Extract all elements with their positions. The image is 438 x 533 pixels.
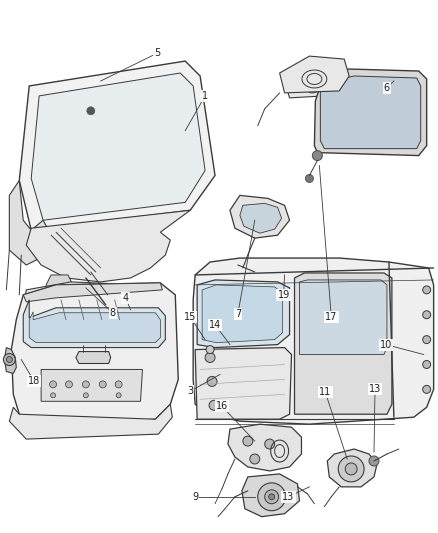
Circle shape <box>235 287 245 297</box>
Circle shape <box>305 174 314 182</box>
Circle shape <box>423 385 431 393</box>
Text: 8: 8 <box>110 308 116 318</box>
Polygon shape <box>300 280 387 354</box>
Polygon shape <box>195 348 292 419</box>
Text: 17: 17 <box>325 312 337 322</box>
Circle shape <box>205 352 215 362</box>
Circle shape <box>105 298 113 306</box>
Circle shape <box>4 353 15 366</box>
Text: 13: 13 <box>283 492 295 502</box>
Polygon shape <box>230 196 290 238</box>
Text: 7: 7 <box>235 309 241 319</box>
Circle shape <box>99 381 106 388</box>
Text: 6: 6 <box>384 83 390 93</box>
Text: 10: 10 <box>380 340 392 350</box>
Polygon shape <box>76 352 111 364</box>
Polygon shape <box>218 265 255 298</box>
Circle shape <box>206 345 214 353</box>
Circle shape <box>338 456 364 482</box>
Circle shape <box>312 151 322 160</box>
Polygon shape <box>26 211 190 282</box>
Circle shape <box>7 357 12 362</box>
Polygon shape <box>327 449 377 487</box>
Circle shape <box>207 376 217 386</box>
Polygon shape <box>285 66 334 98</box>
Circle shape <box>250 454 260 464</box>
Circle shape <box>345 463 357 475</box>
Polygon shape <box>4 348 16 374</box>
Circle shape <box>115 381 122 388</box>
Text: 18: 18 <box>28 376 40 386</box>
Polygon shape <box>320 76 421 149</box>
Circle shape <box>230 273 240 283</box>
Text: 16: 16 <box>216 401 228 411</box>
Polygon shape <box>242 474 300 516</box>
Circle shape <box>423 311 431 319</box>
Circle shape <box>65 381 72 388</box>
Circle shape <box>82 381 89 388</box>
Polygon shape <box>9 404 172 439</box>
Circle shape <box>423 336 431 344</box>
Circle shape <box>87 107 95 115</box>
Circle shape <box>209 400 219 410</box>
Text: 9: 9 <box>192 492 198 502</box>
Polygon shape <box>41 369 142 401</box>
Polygon shape <box>193 258 434 424</box>
Polygon shape <box>19 61 215 230</box>
Circle shape <box>423 360 431 368</box>
Polygon shape <box>279 56 349 93</box>
Polygon shape <box>23 283 162 302</box>
Circle shape <box>423 286 431 294</box>
Polygon shape <box>294 273 392 414</box>
Circle shape <box>243 436 253 446</box>
Text: 14: 14 <box>209 320 221 330</box>
Circle shape <box>116 393 121 398</box>
Polygon shape <box>228 424 301 471</box>
Text: 3: 3 <box>187 386 193 397</box>
Circle shape <box>265 439 275 449</box>
Polygon shape <box>11 283 178 427</box>
Circle shape <box>83 393 88 398</box>
Text: 1: 1 <box>202 91 208 101</box>
Polygon shape <box>314 69 427 156</box>
Circle shape <box>244 278 252 286</box>
Text: 15: 15 <box>184 312 196 322</box>
Polygon shape <box>23 300 165 348</box>
Circle shape <box>101 294 117 310</box>
Polygon shape <box>23 282 160 328</box>
Polygon shape <box>31 73 205 220</box>
Polygon shape <box>46 275 73 295</box>
Text: 19: 19 <box>277 290 290 300</box>
Circle shape <box>265 490 279 504</box>
Polygon shape <box>197 280 290 348</box>
Text: 13: 13 <box>369 384 381 394</box>
Polygon shape <box>9 181 51 265</box>
Circle shape <box>268 494 275 500</box>
Circle shape <box>369 456 379 466</box>
Polygon shape <box>202 285 283 343</box>
Text: 11: 11 <box>319 387 332 397</box>
Circle shape <box>49 381 57 388</box>
Text: 4: 4 <box>123 293 129 303</box>
Circle shape <box>304 75 321 93</box>
Circle shape <box>307 79 318 89</box>
Circle shape <box>258 483 286 511</box>
Circle shape <box>50 393 56 398</box>
Polygon shape <box>29 312 160 343</box>
Polygon shape <box>240 203 282 233</box>
Text: 5: 5 <box>154 48 160 58</box>
